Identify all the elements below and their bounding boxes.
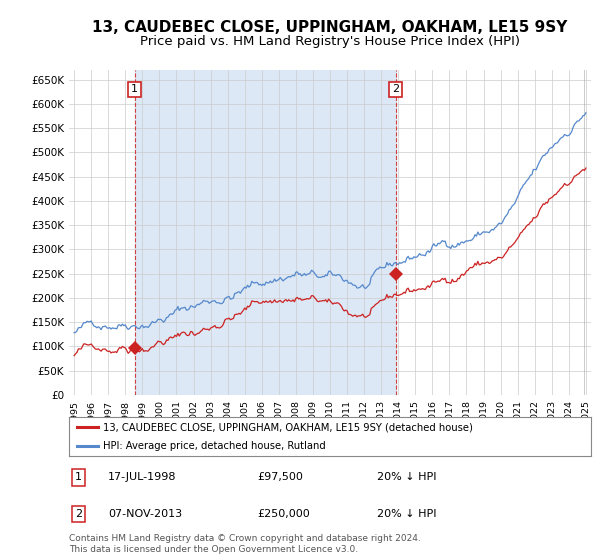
Text: 1: 1 [75,473,82,482]
Text: 13, CAUDEBEC CLOSE, UPPINGHAM, OAKHAM, LE15 9SY (detached house): 13, CAUDEBEC CLOSE, UPPINGHAM, OAKHAM, L… [103,422,473,432]
Text: Price paid vs. HM Land Registry's House Price Index (HPI): Price paid vs. HM Land Registry's House … [140,35,520,48]
Text: 2: 2 [75,509,82,519]
Text: 20% ↓ HPI: 20% ↓ HPI [377,473,436,482]
Text: 2: 2 [392,85,399,95]
Text: 17-JUL-1998: 17-JUL-1998 [108,473,176,482]
Text: Contains HM Land Registry data © Crown copyright and database right 2024.
This d: Contains HM Land Registry data © Crown c… [69,534,421,554]
Text: HPI: Average price, detached house, Rutland: HPI: Average price, detached house, Rutl… [103,441,326,451]
Text: £97,500: £97,500 [257,473,303,482]
Text: 20% ↓ HPI: 20% ↓ HPI [377,509,436,519]
Text: 07-NOV-2013: 07-NOV-2013 [108,509,182,519]
Bar [134,70,395,395]
Text: 1: 1 [131,85,138,95]
Text: 13, CAUDEBEC CLOSE, UPPINGHAM, OAKHAM, LE15 9SY: 13, CAUDEBEC CLOSE, UPPINGHAM, OAKHAM, L… [92,20,568,35]
Text: £250,000: £250,000 [257,509,310,519]
